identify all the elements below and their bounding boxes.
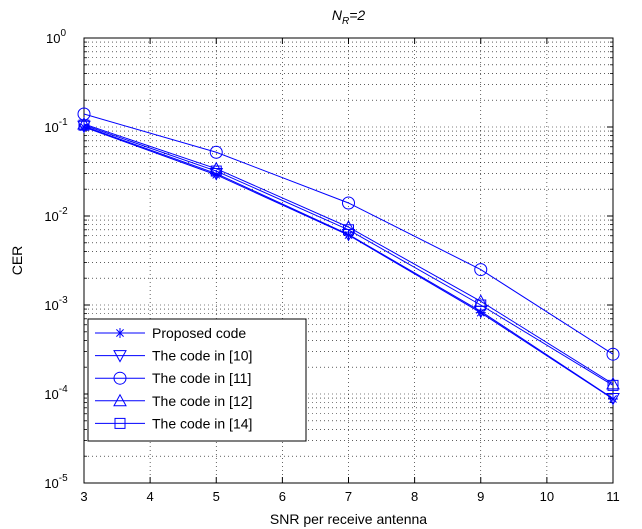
data-point <box>211 169 222 180</box>
chart-title: NR=2 <box>332 7 366 27</box>
series-line <box>83 113 614 355</box>
series-group <box>77 107 620 406</box>
legend-item: The code in [11] <box>95 370 251 386</box>
data-point <box>475 299 487 311</box>
legend-marker <box>113 350 127 363</box>
series-line <box>83 124 614 386</box>
legend-item: The code in [10] <box>95 348 252 364</box>
x-tick-label: 11 <box>606 489 620 504</box>
data-point <box>473 294 488 307</box>
data-point <box>606 393 620 406</box>
legend-marker <box>113 393 127 407</box>
x-tick-label: 5 <box>213 489 220 504</box>
title-subscript: R <box>342 16 349 27</box>
data-point <box>607 379 619 391</box>
data-point <box>474 263 488 277</box>
data-point <box>341 220 356 233</box>
x-axis-label: SNR per receive antenna <box>270 511 427 527</box>
x-tick-label: 9 <box>477 489 484 504</box>
x-tick-label: 10 <box>540 489 554 504</box>
axes: 3 4 5 6 7 8 9 10 11 10-5 10-4 10-3 10-2 10-1 100 <box>44 28 619 504</box>
data-point <box>343 224 354 236</box>
y-tick-label: 10-2 <box>44 206 68 224</box>
y-tick-label: 100 <box>46 28 66 46</box>
legend-item: The code in [12] <box>95 393 252 409</box>
data-point <box>342 196 355 210</box>
y-axis-label: CER <box>9 246 25 276</box>
series-line <box>83 123 614 385</box>
y-tick-label: 10-4 <box>44 384 68 402</box>
data-point <box>209 161 224 175</box>
legend-marker <box>113 371 127 385</box>
x-tick-label: 4 <box>147 489 154 504</box>
legend-item: The code in [14] <box>95 415 252 431</box>
legend-label: The code in [14] <box>152 415 252 431</box>
data-point <box>608 393 618 404</box>
data-point <box>475 307 486 318</box>
data-point <box>210 165 222 177</box>
series-3 <box>77 107 620 361</box>
x-tick-label: 8 <box>411 489 418 504</box>
legend-item: Proposed code <box>95 325 246 341</box>
legend: Proposed code The code in [10] The code in… <box>87 318 307 442</box>
x-tick-label: 6 <box>279 489 286 504</box>
data-point <box>77 120 91 134</box>
data-point <box>77 116 91 130</box>
title-rest: =2 <box>349 7 365 23</box>
title-main: N <box>332 7 343 23</box>
x-tick-label: 7 <box>345 489 352 504</box>
legend-label: The code in [11] <box>152 370 251 386</box>
y-tick-label: 10-3 <box>44 295 68 313</box>
series-5 <box>78 119 619 391</box>
legend-marker <box>115 328 125 338</box>
legend-marker <box>114 417 126 429</box>
data-point <box>209 145 223 159</box>
legend-label: Proposed code <box>152 325 246 341</box>
y-tick-label: 10-1 <box>44 117 68 135</box>
data-point <box>79 122 89 132</box>
legend-label: The code in [12] <box>152 393 252 409</box>
legend-label: The code in [10] <box>152 348 252 364</box>
data-point <box>78 119 90 131</box>
data-point <box>606 347 620 361</box>
x-tick-label: 3 <box>80 489 87 504</box>
legend-box <box>87 318 307 442</box>
y-tick-label: 10-5 <box>44 473 68 491</box>
